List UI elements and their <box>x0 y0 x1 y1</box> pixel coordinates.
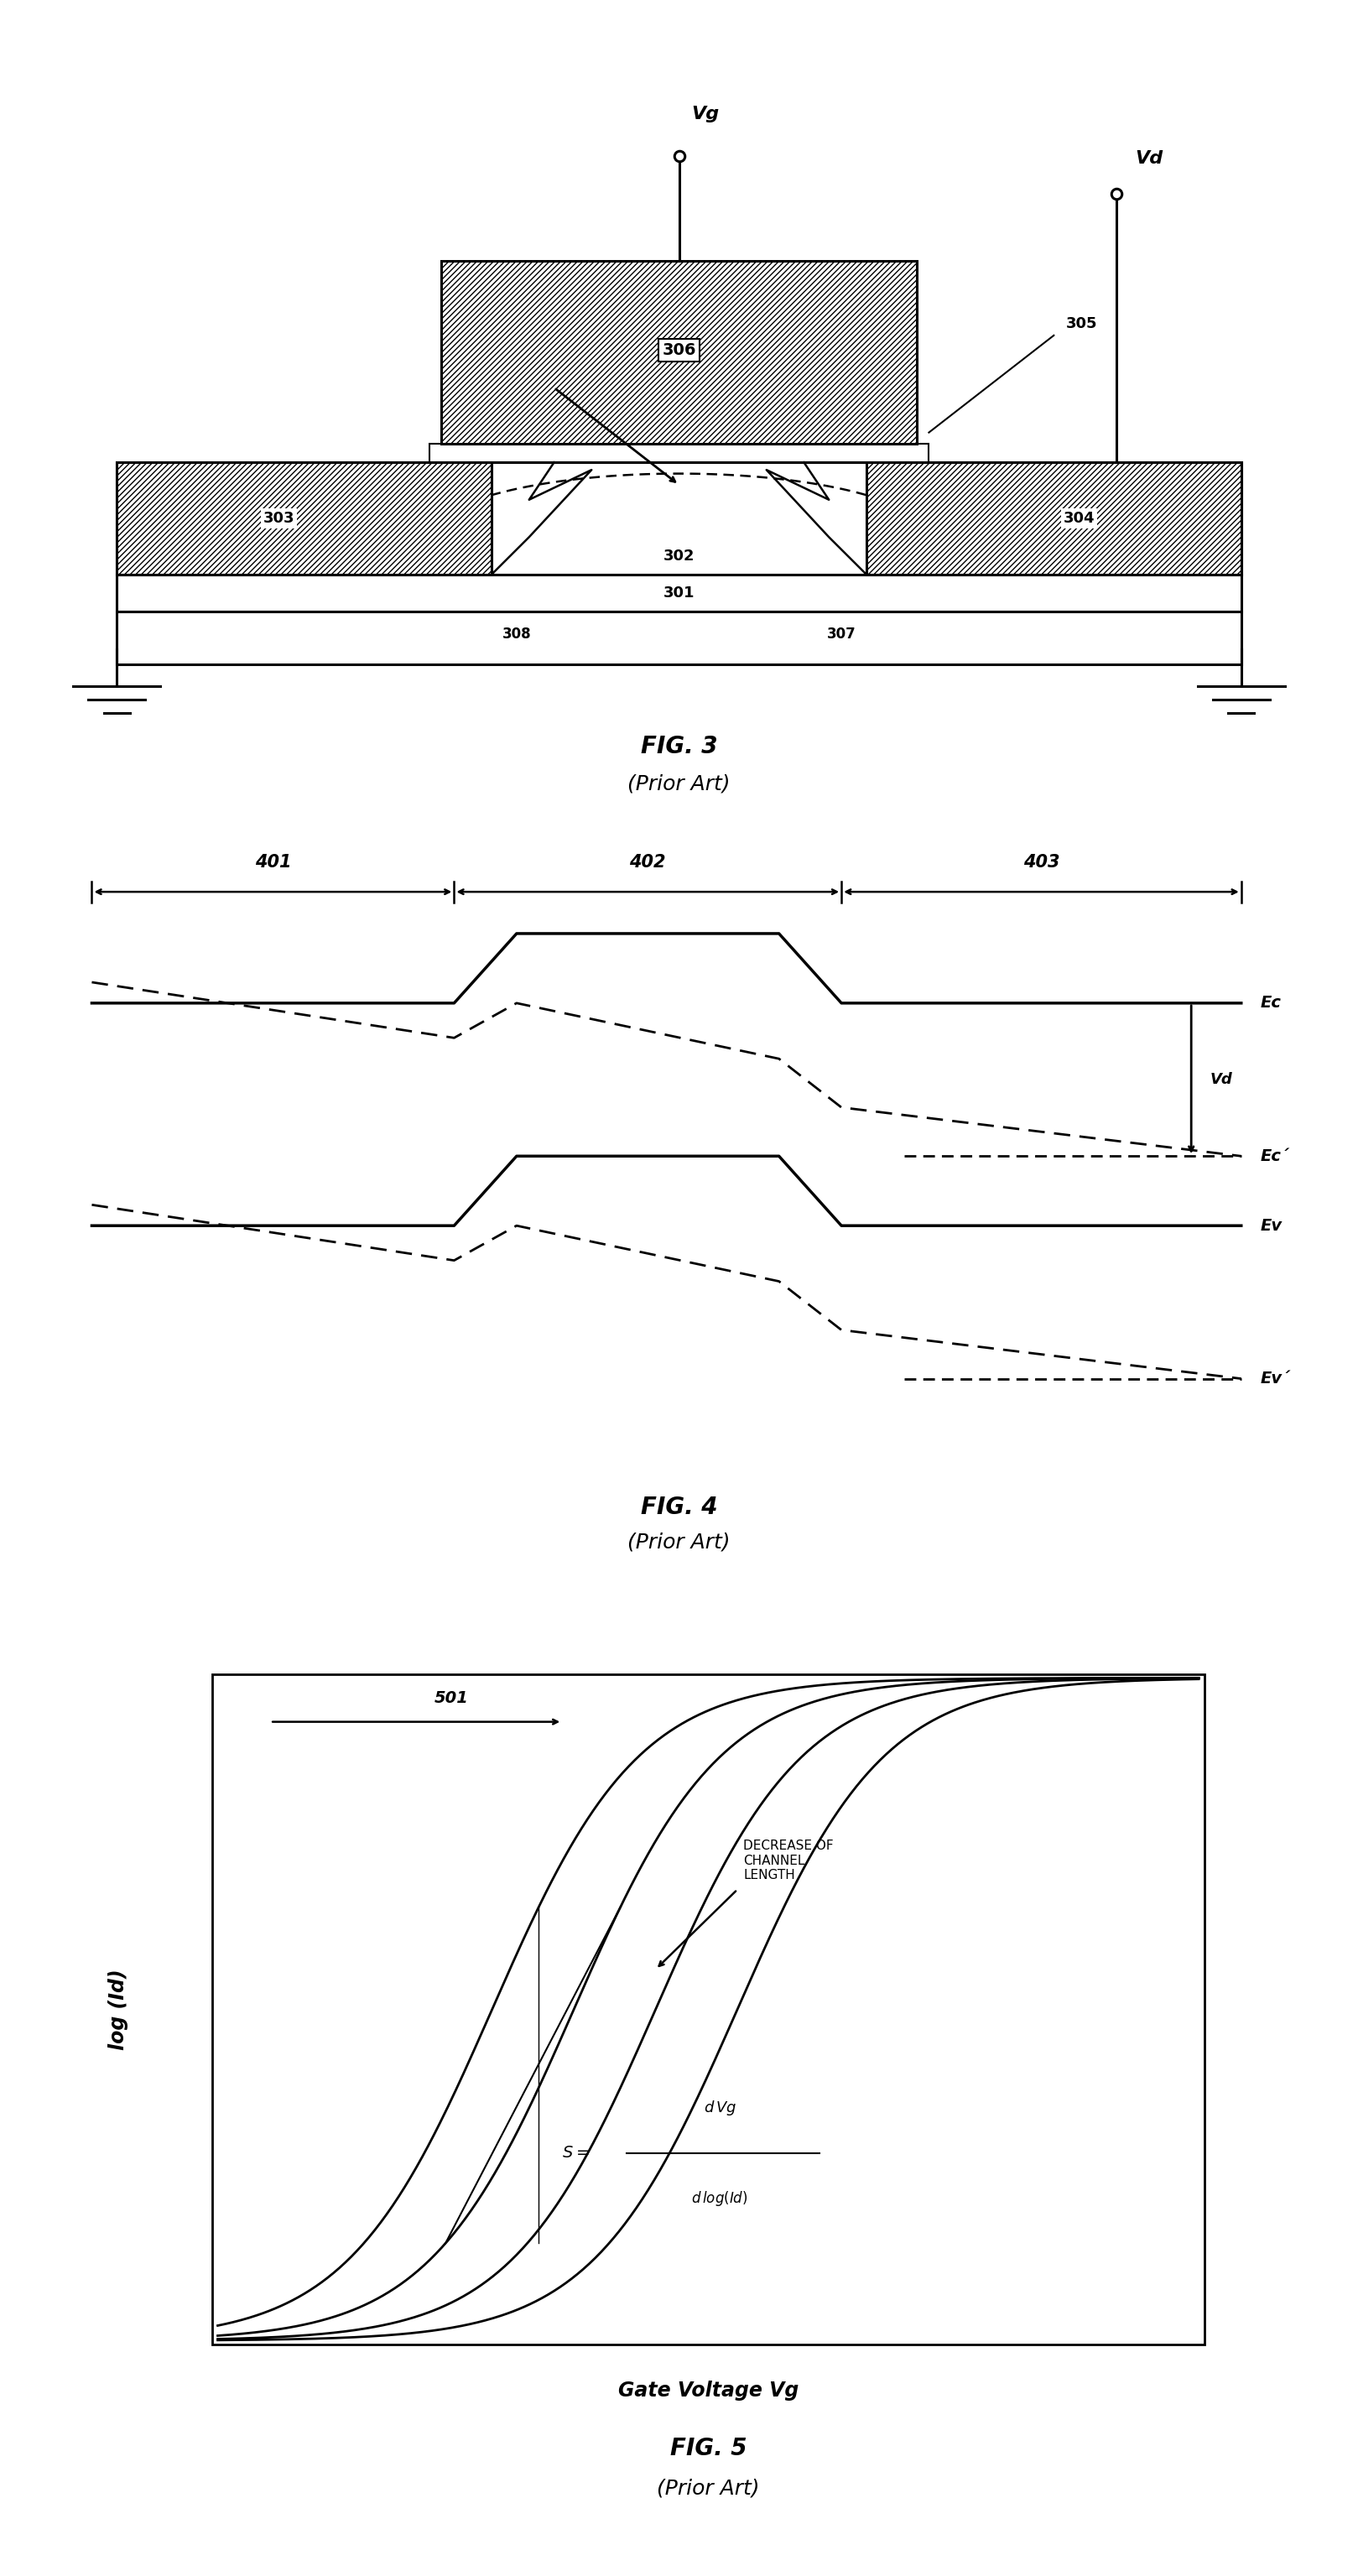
Text: Ev: Ev <box>1260 1218 1282 1234</box>
Polygon shape <box>117 613 1241 665</box>
Text: Vg: Vg <box>691 106 720 121</box>
Polygon shape <box>117 464 492 574</box>
Text: Gate Voltage Vg: Gate Voltage Vg <box>618 2380 799 2401</box>
Text: 308: 308 <box>502 626 531 641</box>
Text: Vd: Vd <box>1135 149 1162 167</box>
Polygon shape <box>866 464 1241 574</box>
Text: $d\,log(Id)$: $d\,log(Id)$ <box>691 2190 748 2208</box>
Text: $S=$: $S=$ <box>562 2146 589 2161</box>
Text: FIG. 3: FIG. 3 <box>641 734 717 757</box>
Text: 306: 306 <box>661 343 697 358</box>
Text: 402: 402 <box>630 855 665 871</box>
Text: 305: 305 <box>1066 317 1097 332</box>
Text: log (Id): log (Id) <box>109 1968 129 2050</box>
Text: 307: 307 <box>827 626 856 641</box>
Polygon shape <box>117 464 1241 574</box>
Text: Vd: Vd <box>1210 1072 1233 1087</box>
Text: 304: 304 <box>1063 510 1095 526</box>
Text: 501: 501 <box>435 1690 469 1705</box>
Text: (Prior Art): (Prior Art) <box>657 2478 759 2499</box>
Text: (Prior Art): (Prior Art) <box>627 773 731 793</box>
Text: Ev´: Ev´ <box>1260 1370 1290 1386</box>
Text: 303: 303 <box>263 510 295 526</box>
Text: FIG. 4: FIG. 4 <box>641 1497 717 1520</box>
Polygon shape <box>117 574 1241 613</box>
Text: 302: 302 <box>663 549 695 564</box>
Text: 403: 403 <box>1023 855 1059 871</box>
Text: (Prior Art): (Prior Art) <box>627 1533 731 1553</box>
Text: DECREASE OF
CHANNEL
LENGTH: DECREASE OF CHANNEL LENGTH <box>743 1839 834 1880</box>
Text: 301: 301 <box>663 585 695 600</box>
Text: Ec: Ec <box>1260 994 1281 1010</box>
Text: FIG. 5: FIG. 5 <box>669 2437 747 2460</box>
Polygon shape <box>212 1674 1205 2344</box>
Text: 401: 401 <box>255 855 291 871</box>
Text: Ec´: Ec´ <box>1260 1149 1289 1164</box>
Polygon shape <box>441 260 917 443</box>
Polygon shape <box>429 443 929 464</box>
Text: $d\,Vg$: $d\,Vg$ <box>703 2099 736 2117</box>
